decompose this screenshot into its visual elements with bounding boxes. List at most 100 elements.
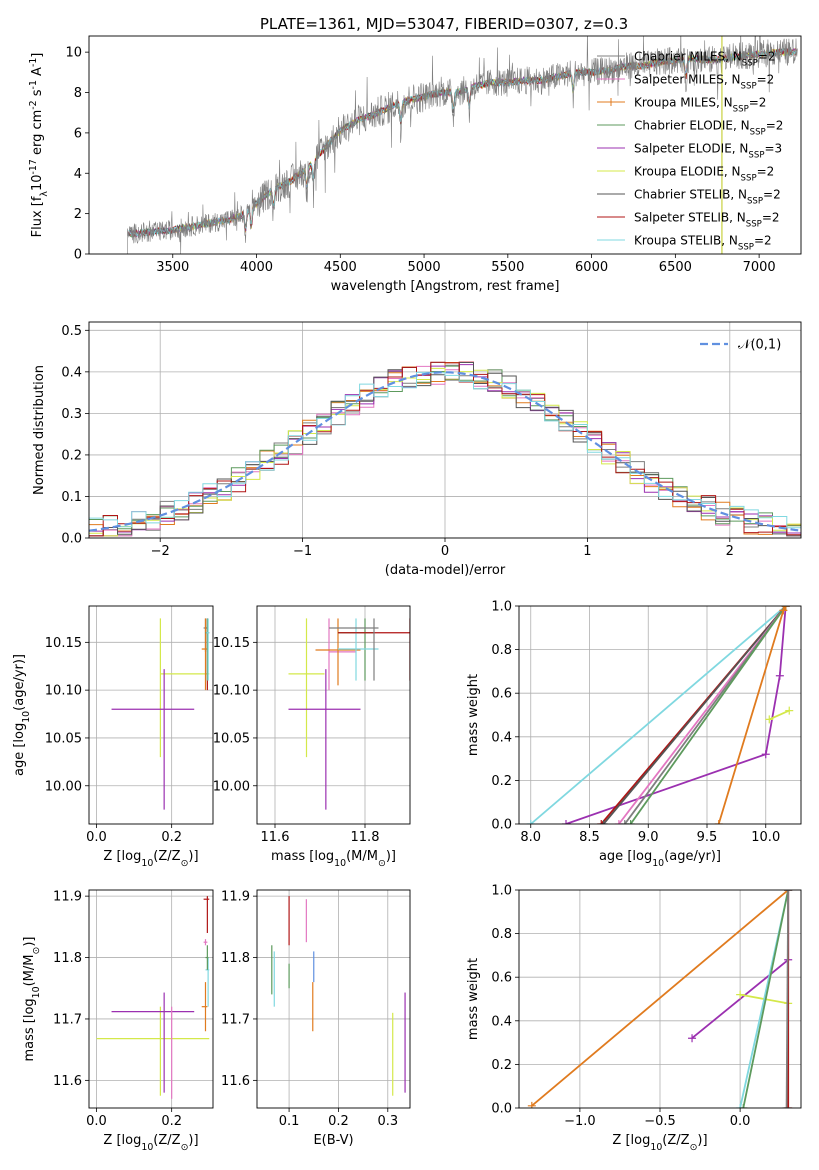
y-tick-label: 0.8	[491, 927, 512, 942]
plus-marker	[614, 820, 623, 824]
x-tick-label: 7000	[743, 260, 776, 275]
legend-entry: Chabrier STELIB, NSSP=2	[634, 188, 781, 207]
plus-marker	[781, 606, 790, 610]
y-tick-label: 0.4	[61, 365, 82, 380]
legend-entry: Chabrier MILES, NSSP=2	[634, 50, 776, 69]
normal-reference-curve	[89, 371, 799, 532]
x-tick-label: 0.2	[328, 1114, 349, 1129]
legend-entry: Salpeter MILES, NSSP=2	[634, 73, 774, 92]
y-axis-label: mass [log10(M/M⊙)]	[22, 936, 42, 1061]
histogram-chabrier-stelib	[89, 362, 801, 537]
x-axis-label: age [log10(age/yr)]	[599, 849, 721, 869]
x-tick-label: −2	[151, 544, 170, 559]
mass-weight-line	[785, 890, 790, 1108]
y-tick-label: 0.8	[491, 643, 512, 658]
y-tick-label: 6	[74, 126, 82, 141]
plot-area-cumulative-mass-vs-age	[519, 606, 801, 824]
y-tick-label: 10.15	[213, 636, 250, 651]
x-tick-label: 0.0	[86, 830, 107, 845]
y-tick-label: 4	[74, 167, 82, 182]
y-tick-label: 10.00	[213, 779, 250, 794]
x-tick-label: 0.0	[86, 1114, 107, 1129]
x-tick-label: 11.6	[261, 830, 290, 845]
x-tick-label: 0.0	[730, 1114, 751, 1129]
histogram-kroupa-stelib	[89, 371, 801, 529]
y-tick-label: 11.8	[221, 951, 250, 966]
axes-frame	[518, 605, 802, 825]
y-tick-label: 11.8	[53, 951, 82, 966]
x-tick-label: 3500	[156, 260, 189, 275]
y-tick-label: 11.6	[53, 1074, 82, 1089]
plus-marker	[620, 820, 629, 824]
y-tick-label: 0.3	[61, 407, 82, 422]
plus-marker	[779, 606, 788, 615]
x-tick-label: 9.5	[697, 830, 718, 845]
y-tick-label: 0.2	[491, 774, 512, 789]
x-tick-label: 5500	[491, 260, 524, 275]
x-axis-label: E(B-V)	[313, 1133, 353, 1148]
panel-age-vs-Z: 0.0 0.2 10.00 10.05 10.10 10.15 Z [log10(Z/Z⊙)…	[12, 605, 214, 869]
x-tick-label: 5000	[408, 260, 441, 275]
y-tick-label: 10.05	[45, 731, 82, 746]
plus-marker	[527, 1101, 536, 1108]
y-tick-label: 1.0	[491, 884, 512, 899]
plot-area-spectrum	[127, 36, 798, 254]
panel-age-vs-mass: 11.6 11.8 10.00 10.05 10.10 10.15 mass [log10(…	[213, 605, 411, 869]
legend-entry: Chabrier ELODIE, NSSP=2	[634, 119, 783, 138]
y-tick-label: 1.0	[491, 600, 512, 615]
axes-frame	[88, 889, 214, 1109]
y-axis-label: Normed distribution	[32, 365, 47, 495]
y-tick-label: 10	[65, 46, 82, 61]
plus-marker	[784, 1104, 793, 1108]
x-tick-label: 0	[441, 544, 449, 559]
x-tick-label: −1	[293, 544, 312, 559]
y-tick-label: 8	[74, 86, 82, 101]
y-tick-label: 10.00	[45, 779, 82, 794]
y-tick-label: 2	[74, 207, 82, 222]
y-tick-label: 0	[74, 248, 82, 263]
panel-mass-vs-EBV: 0.1 0.2 0.3 11.6 11.7 11.8 11.9 E(B-V)	[221, 889, 411, 1148]
plus-marker	[782, 1104, 791, 1108]
x-tick-label: 8.0	[520, 830, 541, 845]
plus-marker	[775, 671, 784, 680]
data-spectrum-line	[127, 36, 798, 254]
y-tick-label: 0.2	[61, 448, 82, 463]
x-tick-label: 0.2	[161, 830, 182, 845]
y-tick-label: 0.0	[61, 532, 82, 547]
plus-marker	[736, 990, 745, 999]
y-tick-label: 11.7	[53, 1012, 82, 1027]
panel-cumulative-mass-vs-Z: −1.0 −0.5 0.0 0.0 0.2 0.4 0.6 0.8 1.0 Z [log10(Z/…	[466, 884, 802, 1153]
plus-marker	[714, 820, 723, 824]
x-axis-label: wavelength [Angstrom, rest frame]	[331, 279, 560, 294]
x-axis-label: Z [log10(Z/Z⊙)]	[103, 849, 198, 869]
x-tick-label: 0.2	[161, 1114, 182, 1129]
y-tick-label: 11.9	[221, 890, 250, 905]
axes-frame	[256, 605, 411, 825]
y-tick-label: 0.1	[61, 490, 82, 505]
y-axis-label: Flux [fλ10-17 erg cm-2 s-1 A-1]	[28, 53, 50, 238]
plot-area-mass-vs-EBV	[257, 890, 410, 1108]
x-tick-label: 2	[726, 544, 734, 559]
plus-marker	[626, 820, 635, 824]
plus-marker	[784, 890, 793, 894]
legend-entry: Kroupa MILES, NSSP=2	[634, 96, 766, 115]
panel-cumulative-mass-vs-age: 8.0 8.5 9.0 9.5 10.0 0.0 0.2 0.4 0.6 0.8 1.0 age [l…	[466, 600, 802, 869]
legend-entry: 𝒩(0,1)	[738, 338, 781, 353]
y-tick-label: 11.6	[221, 1074, 250, 1089]
x-axis-label: (data-model)/error	[385, 563, 506, 578]
plus-marker	[765, 715, 774, 724]
legend-entry: Salpeter STELIB, NSSP=2	[634, 211, 780, 230]
legend-entry: Kroupa ELODIE, NSSP=2	[634, 165, 774, 184]
panel-group: 3500 4000 4500 5000 5500 6000 6500 70000246810w…	[12, 35, 802, 1153]
y-axis-label: mass weight	[466, 674, 481, 756]
x-tick-label: 4000	[240, 260, 273, 275]
mass-weight-line	[629, 606, 787, 824]
plus-marker	[688, 1034, 697, 1043]
plus-marker	[785, 706, 794, 715]
mass-weight-line	[530, 606, 787, 824]
mass-weight-line	[768, 709, 790, 721]
plot-area-age-vs-mass	[257, 606, 410, 824]
mass-weight-line	[602, 606, 787, 824]
plus-marker	[597, 820, 606, 824]
